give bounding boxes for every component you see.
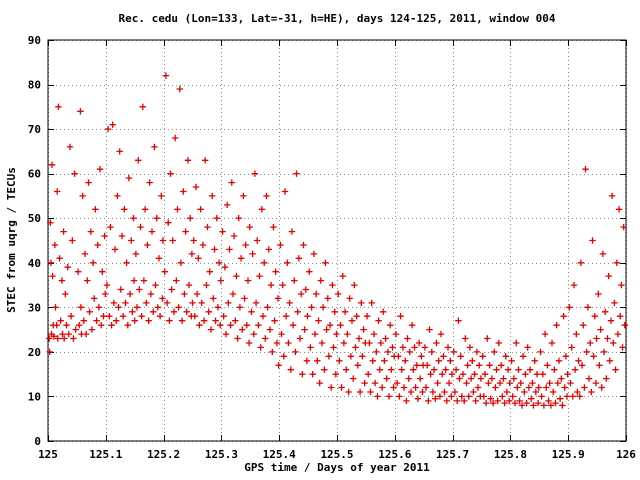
x-tick-label: 126 bbox=[616, 448, 636, 461]
x-axis-label: GPS time / Days of year 2011 bbox=[244, 461, 430, 474]
x-tick-label: 125.8 bbox=[494, 448, 527, 461]
y-tick-label: 80 bbox=[28, 79, 41, 92]
x-tick-label: 125.7 bbox=[436, 448, 469, 461]
y-tick-label: 20 bbox=[28, 346, 41, 359]
y-axis-label: STEC from uqrg / TECUs bbox=[5, 167, 18, 313]
grid bbox=[48, 40, 627, 442]
x-tick-label: 125.9 bbox=[552, 448, 585, 461]
y-tick-label: 50 bbox=[28, 212, 41, 225]
x-tick-label: 125.6 bbox=[378, 448, 411, 461]
y-tick-label: 0 bbox=[34, 435, 41, 448]
y-tick-label: 40 bbox=[28, 257, 41, 270]
x-tick-label: 125.4 bbox=[263, 448, 296, 461]
x-tick-labels: 125 125.1 125.2 125.3 125.4 125.5 125.6 125.7 12… bbox=[38, 448, 636, 461]
y-tick-label: 70 bbox=[28, 123, 41, 136]
y-tick-label: 30 bbox=[28, 301, 41, 314]
x-tick-label: 125.5 bbox=[320, 448, 353, 461]
x-tick-label: 125.1 bbox=[89, 448, 122, 461]
x-tick-label: 125.3 bbox=[205, 448, 238, 461]
plot-border bbox=[47, 39, 627, 442]
chart-title: Rec. cedu (Lon=133, Lat=-31, h=HE), days… bbox=[118, 12, 555, 25]
y-tick-label: 60 bbox=[28, 168, 41, 181]
x-tick-label: 125.2 bbox=[147, 448, 180, 461]
data-points bbox=[46, 72, 628, 409]
y-tick-labels: 0 10 20 30 40 50 60 70 80 90 bbox=[28, 34, 41, 448]
y-tick-label: 10 bbox=[28, 390, 41, 403]
y-tick-label: 90 bbox=[28, 34, 41, 47]
x-tick-label: 125 bbox=[38, 448, 58, 461]
